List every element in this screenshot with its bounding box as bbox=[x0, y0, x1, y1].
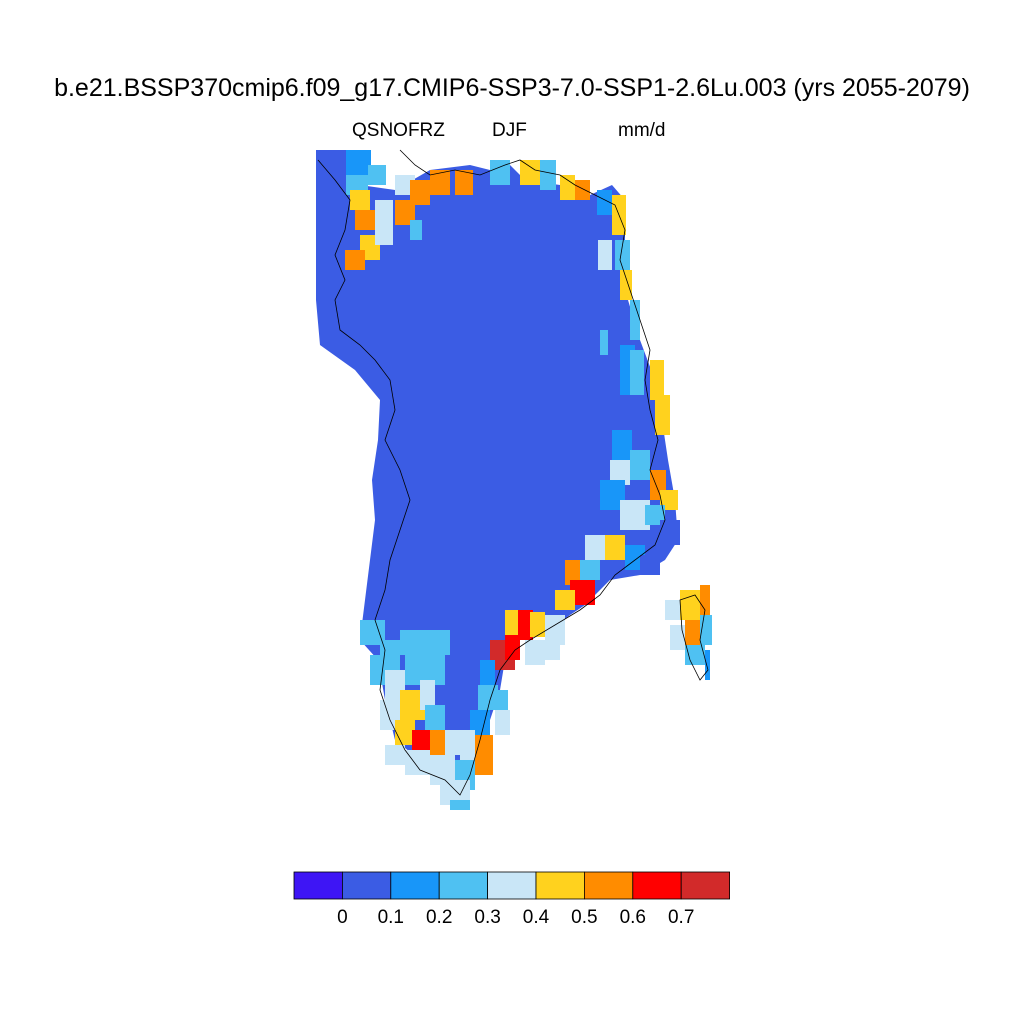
grid-cell bbox=[665, 600, 683, 620]
grid-cell bbox=[368, 165, 386, 185]
grid-cell bbox=[425, 705, 445, 730]
grid-cell bbox=[470, 710, 490, 735]
grid-cell bbox=[350, 190, 370, 210]
grid-cell bbox=[700, 585, 710, 615]
grid-cell bbox=[316, 150, 346, 175]
colorbar-tick-label: 0 bbox=[337, 907, 348, 928]
colorbar-swatch bbox=[584, 871, 634, 900]
grid-cell bbox=[375, 225, 393, 245]
grid-cell bbox=[520, 160, 540, 185]
grid-cell bbox=[580, 560, 600, 580]
grid-cell bbox=[395, 720, 415, 745]
colorbar-swatch bbox=[438, 871, 489, 900]
grid-cell bbox=[412, 730, 430, 755]
colorbar-tick-label: 0.5 bbox=[571, 907, 598, 928]
colorbar-swatch bbox=[390, 871, 440, 900]
grid-cell bbox=[518, 610, 533, 640]
grid-cell bbox=[430, 170, 450, 195]
grid-cell bbox=[605, 535, 625, 560]
colorbar-swatch bbox=[535, 871, 585, 900]
grid-cell bbox=[705, 650, 710, 680]
colorbar-tick-label: 0.7 bbox=[667, 907, 695, 928]
grid-cell bbox=[560, 175, 575, 200]
variable-label: QSNOFRZ bbox=[352, 120, 445, 141]
grid-cell bbox=[346, 150, 371, 175]
grid-cell bbox=[650, 360, 664, 400]
grid-cell bbox=[405, 750, 430, 775]
coastline bbox=[317, 149, 709, 796]
grid-cell bbox=[430, 655, 445, 685]
grid-cell bbox=[420, 680, 435, 710]
grid-cell bbox=[475, 735, 493, 775]
grid-cell bbox=[600, 330, 608, 355]
grid-cell bbox=[540, 160, 556, 190]
plot-title: b.e21.BSSP370cmip6.f09_g17.CMIP6-SSP3-7.… bbox=[54, 74, 970, 102]
grid-cell bbox=[555, 590, 575, 610]
grid-cell bbox=[330, 230, 352, 255]
grid-cell bbox=[612, 430, 632, 460]
colorbar-swatch bbox=[341, 871, 392, 900]
grid-cell bbox=[505, 635, 520, 660]
colorbar-swatch bbox=[293, 871, 343, 900]
grid-cell bbox=[598, 240, 612, 270]
grid-cell bbox=[410, 180, 430, 205]
grid-cell bbox=[660, 520, 680, 545]
grid-cell bbox=[585, 535, 605, 560]
coastal-cells bbox=[316, 150, 712, 810]
grid-cell bbox=[395, 200, 415, 225]
grid-cell bbox=[480, 660, 495, 685]
grid-cell bbox=[540, 640, 560, 660]
grid-cell bbox=[430, 630, 450, 655]
grid-cell bbox=[445, 730, 460, 755]
grid-cell bbox=[545, 615, 565, 645]
units-label: mm/d bbox=[618, 120, 666, 141]
colorbar-swatch bbox=[680, 871, 731, 900]
grid-cell bbox=[455, 170, 473, 195]
grid-cell bbox=[490, 690, 508, 710]
colorbar-tick-label: 0.6 bbox=[619, 907, 647, 928]
grid-cell bbox=[410, 220, 422, 240]
grid-cell bbox=[610, 460, 630, 485]
grid-cell bbox=[670, 625, 685, 650]
grid-cell bbox=[490, 160, 510, 185]
coastline-island bbox=[679, 594, 709, 681]
grid-cell bbox=[630, 450, 650, 480]
grid-cell bbox=[345, 250, 365, 270]
grid-cell bbox=[320, 175, 346, 205]
colorbar-swatch bbox=[487, 871, 537, 900]
grid-cell bbox=[615, 240, 630, 270]
coastline-main bbox=[317, 149, 666, 796]
grid-cell bbox=[640, 555, 660, 575]
grid-cell bbox=[505, 610, 520, 640]
grid-cell bbox=[620, 270, 632, 300]
grid-cell bbox=[355, 210, 375, 230]
season-label: DJF bbox=[492, 120, 527, 141]
grid-cell bbox=[495, 710, 510, 735]
grid-cell bbox=[450, 800, 470, 810]
grid-cell bbox=[430, 730, 445, 755]
grid-cell bbox=[630, 350, 644, 395]
grid-cell bbox=[575, 180, 590, 200]
ice-sheet-field bbox=[316, 150, 678, 785]
grid-cell bbox=[375, 200, 393, 225]
grid-cell bbox=[655, 395, 670, 435]
grid-cell bbox=[400, 630, 430, 655]
grid-cell bbox=[630, 300, 640, 340]
colorbar-swatch bbox=[632, 871, 682, 900]
colorbar-tick-label: 0.1 bbox=[377, 907, 405, 928]
colorbar-tick-label: 0.2 bbox=[425, 907, 453, 928]
colorbar-tick-label: 0.3 bbox=[474, 907, 501, 928]
grid-cell bbox=[385, 745, 405, 765]
colorbar-tick-label: 0.4 bbox=[522, 907, 550, 928]
grid-cell bbox=[530, 612, 545, 637]
grid-cell bbox=[597, 190, 612, 215]
